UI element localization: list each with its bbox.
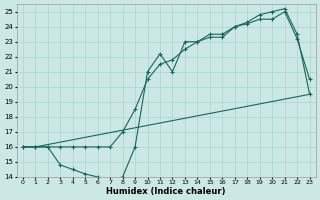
X-axis label: Humidex (Indice chaleur): Humidex (Indice chaleur): [107, 187, 226, 196]
